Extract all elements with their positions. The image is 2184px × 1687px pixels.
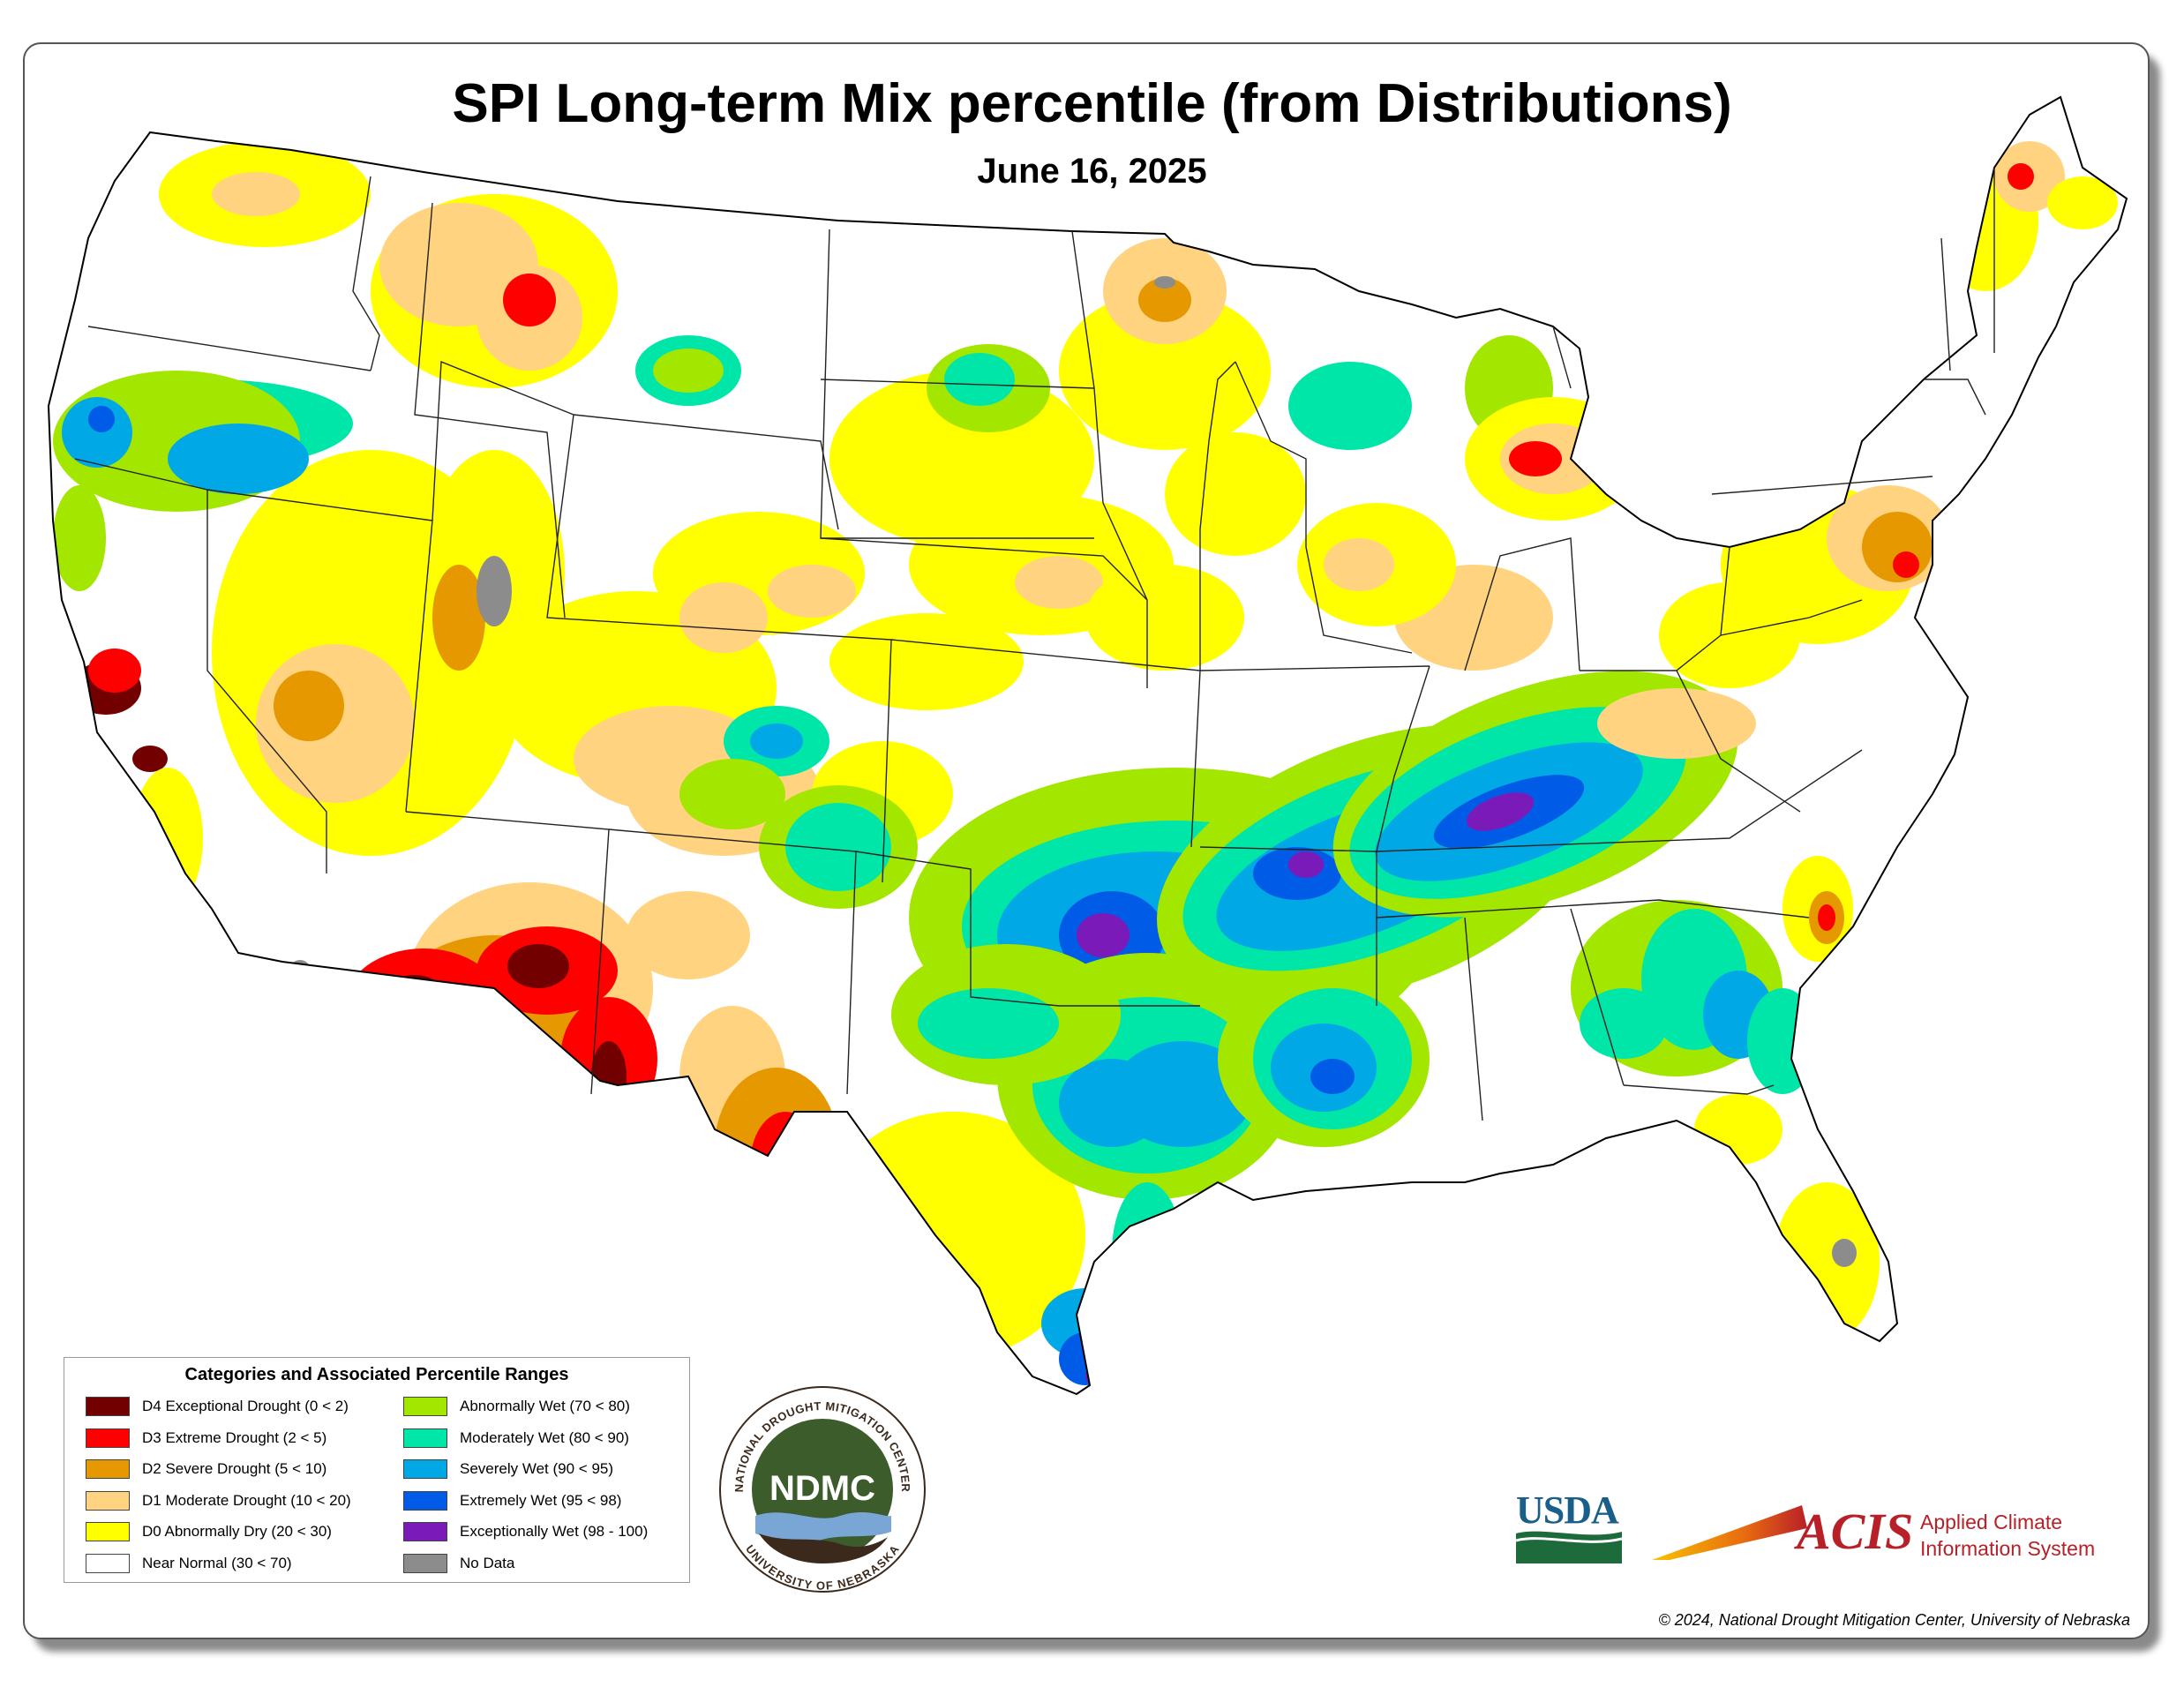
- map-region: [379, 975, 450, 1037]
- state-borders: [74, 168, 1995, 1121]
- map-region: [1832, 1239, 1857, 1267]
- map-region: [1138, 278, 1191, 322]
- legend-label: D2 Severe Drought (5 < 10): [142, 1460, 327, 1477]
- ndmc-abbrev: NDMC: [769, 1469, 875, 1508]
- map-region: [1694, 1094, 1782, 1165]
- map-region: [106, 926, 212, 979]
- legend-swatch: [403, 1522, 447, 1541]
- legend-label: Exceptionally Wet (98 - 100): [460, 1523, 649, 1540]
- map-region: [1288, 362, 1412, 450]
- map-region: [2047, 176, 2118, 229]
- map-region: [627, 891, 750, 979]
- legend-label: No Data: [460, 1554, 515, 1571]
- map-region: [503, 274, 556, 326]
- legend-label: Severely Wet (90 < 95): [460, 1460, 614, 1477]
- legend: Categories and Associated Percentile Ran…: [64, 1357, 690, 1583]
- legend-swatch: [403, 1553, 447, 1573]
- legend-title: Categories and Associated Percentile Ran…: [184, 1365, 569, 1384]
- map-region: [918, 988, 1059, 1059]
- map-region: [432, 565, 485, 671]
- map-region: [768, 565, 856, 618]
- acis-logo-text: ACIS: [1797, 1503, 1914, 1560]
- map-region: [785, 803, 891, 891]
- map-region: [1580, 988, 1668, 1059]
- legend-label: Abnormally Wet (70 < 80): [460, 1398, 630, 1414]
- legend-swatch: [86, 1459, 130, 1479]
- map-region: [1324, 538, 1394, 591]
- map-region: [88, 406, 115, 432]
- map-region: [591, 1041, 627, 1112]
- map-region: [1893, 551, 1919, 578]
- map-region: [1818, 904, 1835, 931]
- map-region: [168, 424, 309, 494]
- legend-label: D4 Exceptional Drought (0 < 2): [142, 1398, 349, 1414]
- map-region: [1597, 688, 1756, 759]
- legend-swatch: [86, 1428, 130, 1448]
- legend-label: D3 Extreme Drought (2 < 5): [142, 1428, 327, 1446]
- map-region: [1800, 282, 1924, 353]
- map-region: [1310, 1059, 1355, 1094]
- map-region: [1659, 582, 1800, 688]
- acis-line2: Information System: [1920, 1537, 2096, 1560]
- map-region: [1509, 441, 1562, 476]
- legend-swatch: [86, 1553, 130, 1573]
- legend-label: D1 Moderate Drought (10 < 20): [142, 1491, 351, 1509]
- map-region: [1154, 276, 1175, 289]
- ndmc-logo: NDMC NATIONAL DROUGHT MITIGATION CENTER …: [719, 1386, 926, 1593]
- map-region: [679, 759, 785, 829]
- map-region: [2008, 163, 2034, 190]
- map-region: [1466, 792, 1535, 831]
- map-region: [1747, 988, 1818, 1094]
- map-title: SPI Long-term Mix percentile (from Distr…: [452, 73, 1732, 134]
- map-region: [507, 944, 569, 988]
- map-region: [829, 613, 1024, 710]
- legend-swatch: [403, 1490, 447, 1511]
- us-outline: [47, 95, 2128, 1396]
- legend-swatch: [403, 1397, 447, 1416]
- legend-label: Extremely Wet (95 < 98): [460, 1491, 622, 1509]
- legend-swatch: [86, 1490, 130, 1511]
- legend-swatch: [86, 1522, 130, 1541]
- map-date: June 16, 2025: [977, 152, 1207, 191]
- map-region: [132, 746, 168, 772]
- map-region: [1059, 291, 1271, 450]
- usda-logo-text: USDA: [1516, 1488, 1619, 1532]
- map-region: [274, 671, 344, 741]
- map-region: [1165, 432, 1306, 556]
- map-region: [1041, 1288, 1130, 1359]
- map-region: [477, 556, 512, 626]
- map-region: [1015, 556, 1103, 609]
- map-region: [62, 397, 132, 468]
- acis-line1: Applied Climate: [1920, 1511, 2063, 1533]
- map-region: [653, 349, 724, 393]
- legend-label: Near Normal (30 < 70): [142, 1554, 292, 1571]
- map-region: [1288, 851, 1324, 878]
- legend-swatch: [86, 1397, 130, 1416]
- legend-label: D0 Abnormally Dry (20 < 30): [142, 1523, 332, 1540]
- map-region: [1085, 565, 1244, 671]
- map-region: [212, 172, 300, 216]
- legend-label: Moderately Wet (80 < 90): [460, 1428, 629, 1446]
- acis-swoosh: [1652, 1505, 1807, 1560]
- map-region: [715, 1068, 838, 1226]
- map-region: [1059, 1059, 1165, 1147]
- copyright: © 2024, National Drought Mitigation Cent…: [1658, 1611, 2130, 1629]
- map-region: [1142, 208, 1152, 233]
- map-region: [1774, 1182, 1880, 1341]
- legend-swatch: [403, 1428, 447, 1448]
- legend-swatch: [403, 1459, 447, 1479]
- map-region: [750, 724, 803, 759]
- usda-logo-mark: [1516, 1531, 1622, 1563]
- map-region: [944, 353, 1015, 406]
- map-region: [88, 649, 141, 693]
- map-region: [679, 582, 768, 653]
- map-region: [1077, 913, 1130, 957]
- map-region: [53, 485, 106, 591]
- map-region: [1112, 1182, 1182, 1323]
- map-region: [1910, 279, 1920, 304]
